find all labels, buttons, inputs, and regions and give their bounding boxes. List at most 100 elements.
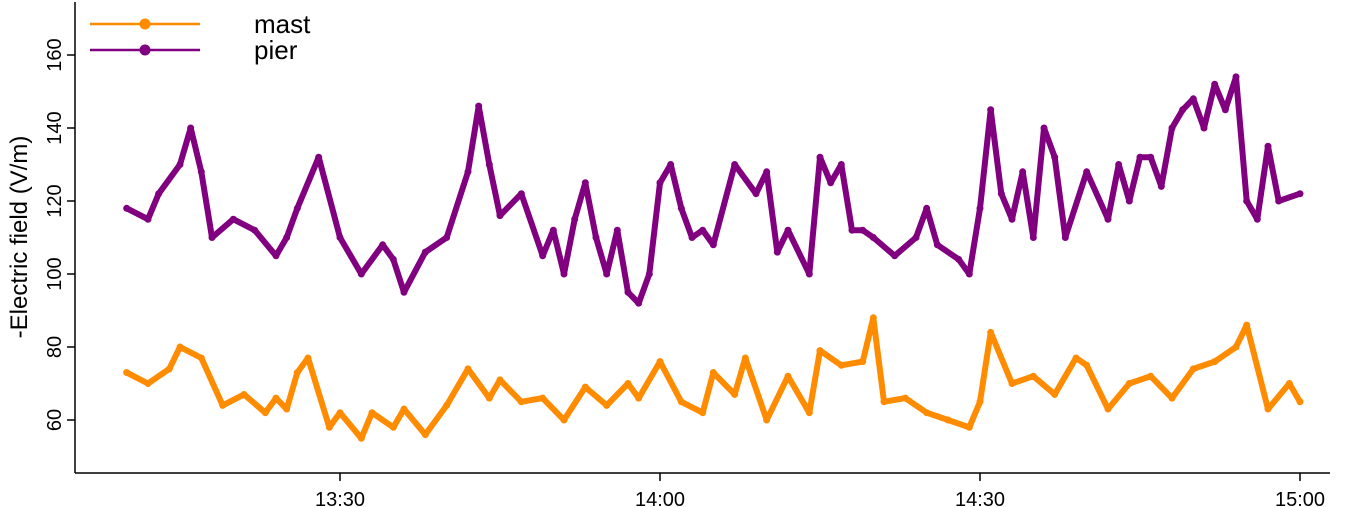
pier-point bbox=[1253, 215, 1261, 223]
mast-point bbox=[581, 383, 589, 391]
pier-point bbox=[293, 204, 301, 212]
mast-point bbox=[357, 434, 365, 442]
pier-point bbox=[1040, 124, 1048, 132]
mast-point bbox=[165, 365, 173, 373]
y-tick-label: 80 bbox=[44, 336, 66, 358]
pier-line bbox=[123, 73, 1303, 307]
pier-point bbox=[1029, 234, 1037, 241]
mast-point bbox=[976, 398, 984, 406]
pier-point bbox=[187, 124, 195, 132]
pier-point bbox=[1211, 80, 1219, 88]
pier-point bbox=[1296, 190, 1304, 198]
plot-area bbox=[123, 73, 1304, 442]
pier-point bbox=[827, 179, 835, 187]
pier-point bbox=[816, 153, 824, 161]
pier-point bbox=[539, 252, 547, 260]
pier-point bbox=[421, 248, 429, 256]
y-tick-label: 140 bbox=[44, 111, 66, 144]
pier-point bbox=[1115, 161, 1123, 168]
legend-label: pier bbox=[254, 35, 298, 65]
mast-point bbox=[837, 361, 845, 369]
pier-point bbox=[613, 226, 621, 234]
mast-point bbox=[272, 394, 280, 402]
pier-point bbox=[144, 215, 152, 223]
pier-point bbox=[517, 190, 525, 198]
y-tick-label: 120 bbox=[44, 184, 66, 217]
axes: 60 80 100 120 140 160 13:30 14:00 14:30 15:00 -E… bbox=[6, 2, 1330, 507]
mast-point bbox=[784, 372, 792, 380]
pier-point bbox=[603, 270, 611, 278]
mast-point bbox=[539, 394, 547, 402]
mast-point bbox=[240, 390, 248, 398]
pier-point bbox=[229, 215, 237, 223]
mast-point bbox=[421, 431, 429, 439]
mast-point bbox=[635, 394, 643, 402]
mast-point bbox=[1083, 361, 1091, 369]
mast-point bbox=[603, 401, 611, 409]
pier-point bbox=[912, 234, 920, 241]
pier-point bbox=[1136, 153, 1144, 161]
mast-point bbox=[1296, 398, 1304, 406]
pier-point bbox=[379, 241, 387, 249]
mast-point bbox=[293, 369, 301, 377]
pier-point bbox=[1232, 73, 1240, 81]
legend-marker bbox=[139, 18, 151, 30]
pier-point bbox=[1008, 215, 1016, 223]
pier-point bbox=[400, 288, 408, 296]
y-tick-label: 160 bbox=[44, 38, 66, 71]
pier-point bbox=[624, 288, 632, 296]
pier-point bbox=[923, 204, 931, 212]
pier-point bbox=[549, 226, 557, 234]
mast-point bbox=[741, 354, 749, 362]
y-tick-label: 100 bbox=[44, 257, 66, 290]
mast-point bbox=[176, 343, 184, 351]
mast-point bbox=[560, 416, 568, 424]
mast-point bbox=[283, 405, 291, 413]
mast-point bbox=[1104, 405, 1112, 413]
pier-point bbox=[763, 168, 771, 176]
pier-point bbox=[123, 204, 131, 212]
mast-point bbox=[389, 423, 397, 431]
series-pier bbox=[123, 73, 1304, 307]
pier-point bbox=[933, 241, 941, 249]
mast-point bbox=[763, 416, 771, 424]
pier-point bbox=[496, 212, 504, 220]
pier-point bbox=[784, 226, 792, 234]
mast-point bbox=[1147, 372, 1155, 380]
pier-point bbox=[1147, 153, 1155, 161]
mast-point bbox=[1211, 358, 1219, 366]
mast-point bbox=[624, 380, 632, 387]
mast-point bbox=[987, 328, 995, 336]
pier-point bbox=[315, 153, 323, 161]
pier-point bbox=[688, 234, 696, 241]
mast-point bbox=[219, 401, 227, 409]
pier-point bbox=[336, 234, 344, 241]
mast-point bbox=[1125, 380, 1133, 387]
pier-point bbox=[987, 106, 995, 114]
legend-label: mast bbox=[254, 9, 311, 39]
mast-point bbox=[677, 398, 685, 406]
mast-point bbox=[965, 423, 973, 431]
mast-point bbox=[336, 409, 344, 417]
pier-point bbox=[571, 215, 579, 223]
pier-point bbox=[208, 234, 216, 241]
mast-point bbox=[304, 354, 312, 362]
pier-point bbox=[955, 255, 963, 263]
pier-point bbox=[581, 179, 589, 187]
pier-point bbox=[709, 241, 717, 249]
mast-point bbox=[261, 409, 269, 417]
mast-point bbox=[144, 380, 152, 387]
mast-point bbox=[709, 369, 717, 377]
mast-point bbox=[923, 409, 931, 417]
pier-point bbox=[667, 161, 675, 168]
pier-point bbox=[1125, 197, 1133, 205]
pier-point bbox=[1200, 124, 1208, 132]
pier-point bbox=[837, 161, 845, 168]
mast-point bbox=[517, 398, 525, 406]
mast-point bbox=[485, 394, 493, 402]
series-mast bbox=[123, 314, 1304, 442]
x-tick-label: 14:30 bbox=[955, 489, 1005, 507]
mast-point bbox=[1029, 372, 1037, 380]
mast-point bbox=[123, 369, 131, 377]
mast-point bbox=[901, 394, 909, 402]
